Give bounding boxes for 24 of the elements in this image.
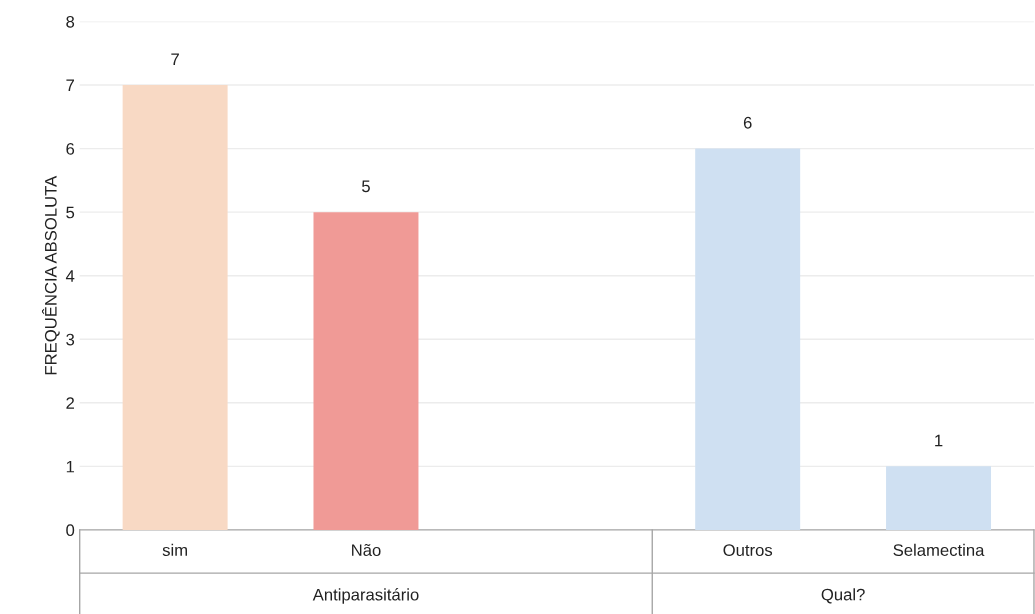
y-tick-label: 8 [66,15,75,28]
data-label: 1 [935,434,943,447]
bar [886,466,992,530]
x-tick-label: sim [162,543,187,557]
text: Antiparasitário [312,588,419,604]
y-tick-label: 4 [65,270,75,282]
y-tick-label: 7 [66,79,74,92]
y-tick-label: 1 [66,460,75,473]
x-tick-label: Outros [723,544,773,557]
x-tick-label: Selamectina [893,543,985,557]
bar [313,212,419,530]
bar [695,148,801,530]
y-tick-label: 5 [66,206,75,219]
x-tick-label: Não [352,543,381,557]
data-label: 5 [362,180,370,193]
y-tick-label: 6 [66,142,75,155]
data-label: 7 [171,53,179,65]
text: Qual? [821,588,865,604]
data-label: 6 [743,116,752,129]
y-tick-label: 3 [66,333,75,346]
y-axis-title: FREQUÊNCIA ABSOLUTA [41,175,60,375]
bar [122,85,228,530]
y-tick-label: 2 [66,397,74,409]
y-tick-label: 0 [66,524,75,537]
